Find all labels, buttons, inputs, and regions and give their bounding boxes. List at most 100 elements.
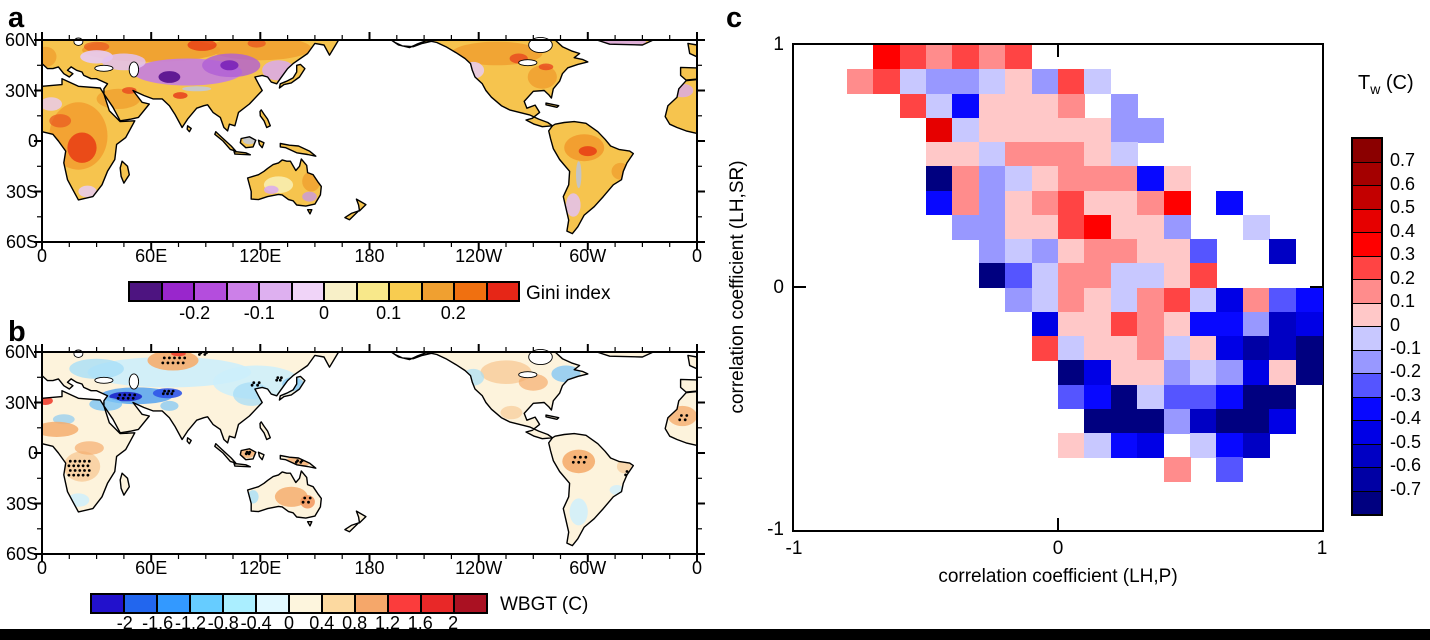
wbgt-colorbar-ticks: -2 -1.6 -1.2 -0.8 -0.4 0 0.4 0.8 1.2 1.6 2 bbox=[90, 613, 488, 633]
heatmap-cell bbox=[1110, 117, 1138, 143]
heatmap-y-tick: -1 bbox=[767, 519, 784, 540]
heatmap-cell bbox=[1137, 287, 1165, 313]
tw-colorbar-segment bbox=[1353, 444, 1381, 468]
heatmap-cell bbox=[1216, 433, 1244, 458]
heatmap-cell bbox=[1295, 311, 1323, 337]
map-a-y-axis-labels: 60N 30N 0 30S 60S bbox=[2, 30, 38, 252]
tw-colorbar-tick: 0.4 bbox=[1390, 220, 1416, 241]
heatmap-cell bbox=[1137, 166, 1165, 192]
heatmap-right-tick bbox=[1310, 286, 1322, 288]
colorbar-segment bbox=[455, 595, 486, 612]
heatmap-cell bbox=[1084, 336, 1112, 361]
heatmap-cell bbox=[1005, 263, 1033, 289]
heatmap-cell bbox=[1190, 311, 1217, 337]
tw-colorbar-segment bbox=[1353, 350, 1381, 374]
colorbar-segment bbox=[125, 595, 158, 612]
tw-colorbar-segment bbox=[1353, 397, 1381, 421]
tw-colorbar-segment bbox=[1353, 139, 1381, 163]
panel-c-letter: c bbox=[726, 2, 743, 34]
heatmap-cell bbox=[1058, 263, 1085, 289]
bottom-black-bar bbox=[0, 629, 1430, 640]
world-map-wbgt bbox=[34, 344, 705, 562]
heatmap-cell bbox=[1058, 336, 1085, 361]
heatmap-bottom-tick bbox=[1057, 518, 1059, 530]
heatmap-cell bbox=[1005, 239, 1033, 264]
heatmap-y-axis-title: correlation coefficient (LH,SR) bbox=[727, 160, 748, 414]
heatmap-cell bbox=[873, 45, 901, 70]
tw-colorbar-segment bbox=[1353, 186, 1381, 210]
heatmap-y-tick: 0 bbox=[773, 276, 784, 298]
heatmap-cell bbox=[1137, 263, 1165, 289]
heatmap-cell bbox=[1216, 408, 1244, 434]
tw-title-sub: w bbox=[1370, 81, 1381, 97]
colorbar-segment bbox=[390, 283, 423, 300]
gini-colorbar-ticks: -0.2 -0.1 0 0.1 0.2 bbox=[128, 303, 520, 323]
colorbar-segment bbox=[356, 595, 389, 612]
tw-colorbar-tick: 0 bbox=[1390, 314, 1401, 335]
tw-colorbar-tick: 0.6 bbox=[1390, 173, 1416, 194]
heatmap-cell bbox=[952, 190, 980, 216]
heatmap-cell bbox=[1137, 239, 1165, 264]
tw-colorbar-tick: -0.3 bbox=[1390, 384, 1422, 405]
heatmap-cell bbox=[1005, 69, 1033, 95]
colorbar-tick-label: 1.2 bbox=[374, 613, 401, 633]
heatmap-cell bbox=[1005, 93, 1033, 119]
x-tick-label: 60W bbox=[569, 246, 607, 266]
x-tick-label: 60E bbox=[135, 246, 168, 266]
tw-colorbar-title: Tw (C) bbox=[1358, 72, 1414, 97]
colorbar-segment bbox=[227, 283, 260, 300]
tw-colorbar-segment bbox=[1353, 468, 1381, 492]
x-tick-label: 0 bbox=[691, 558, 703, 578]
y-tick-label: 30N bbox=[4, 392, 38, 413]
colorbar-segment bbox=[257, 595, 290, 612]
heatmap-cell bbox=[1295, 360, 1323, 386]
heatmap-cell bbox=[1163, 166, 1191, 192]
heatmap-cell bbox=[952, 166, 980, 192]
heatmap-cell bbox=[1110, 142, 1138, 167]
heatmap-cell bbox=[1163, 239, 1191, 264]
heatmap-cell bbox=[1137, 311, 1165, 337]
heatmap-cell bbox=[899, 45, 927, 70]
colorbar-tick-label: -0.8 bbox=[207, 613, 239, 633]
heatmap-cell bbox=[978, 45, 1006, 70]
colorbar-segment bbox=[162, 283, 195, 300]
colorbar-tick-label: 0 bbox=[318, 303, 330, 323]
heatmap-cell bbox=[1163, 287, 1191, 313]
heatmap-cell bbox=[1084, 263, 1112, 289]
heatmap-cell bbox=[952, 214, 980, 240]
tw-colorbar-segment bbox=[1353, 162, 1381, 186]
heatmap-cell bbox=[1058, 384, 1085, 410]
colorbar-segment bbox=[260, 283, 293, 300]
heatmap-cell bbox=[1084, 287, 1112, 313]
gini-colorbar bbox=[128, 281, 520, 302]
heatmap-cell bbox=[1005, 190, 1033, 216]
heatmap-cell bbox=[1216, 336, 1244, 361]
tw-colorbar-tick: -0.5 bbox=[1390, 431, 1422, 452]
tw-colorbar-tick: -0.1 bbox=[1390, 337, 1422, 358]
x-tick-label: 0 bbox=[36, 558, 48, 578]
heatmap-cell bbox=[1058, 239, 1085, 264]
heatmap-cell bbox=[1190, 287, 1217, 313]
tw-colorbar-tick: 0.5 bbox=[1390, 197, 1416, 218]
heatmap-cell bbox=[1190, 433, 1217, 458]
colorbar-tick-label: 0.2 bbox=[440, 303, 466, 323]
heatmap-cell bbox=[899, 69, 927, 95]
heatmap-cell bbox=[1084, 69, 1112, 95]
tw-colorbar-tick: -0.6 bbox=[1390, 455, 1422, 476]
heatmap-cell bbox=[952, 142, 980, 167]
colorbar-segment bbox=[422, 283, 455, 300]
heatmap-cell bbox=[1084, 433, 1112, 458]
heatmap-cell bbox=[1084, 408, 1112, 434]
heatmap-cell bbox=[1295, 287, 1323, 313]
heatmap-cell bbox=[1058, 360, 1085, 386]
heatmap-cell bbox=[1110, 166, 1138, 192]
heatmap-cell bbox=[1031, 117, 1059, 143]
colorbar-segment bbox=[487, 283, 518, 300]
x-tick-label: 0 bbox=[36, 246, 48, 266]
heatmap-cell bbox=[1242, 336, 1270, 361]
heatmap-cell bbox=[1163, 263, 1191, 289]
heatmap-cell bbox=[952, 69, 980, 95]
colorbar-segment bbox=[323, 595, 356, 612]
heatmap-cell bbox=[1190, 336, 1217, 361]
heatmap-cell bbox=[1269, 360, 1297, 386]
